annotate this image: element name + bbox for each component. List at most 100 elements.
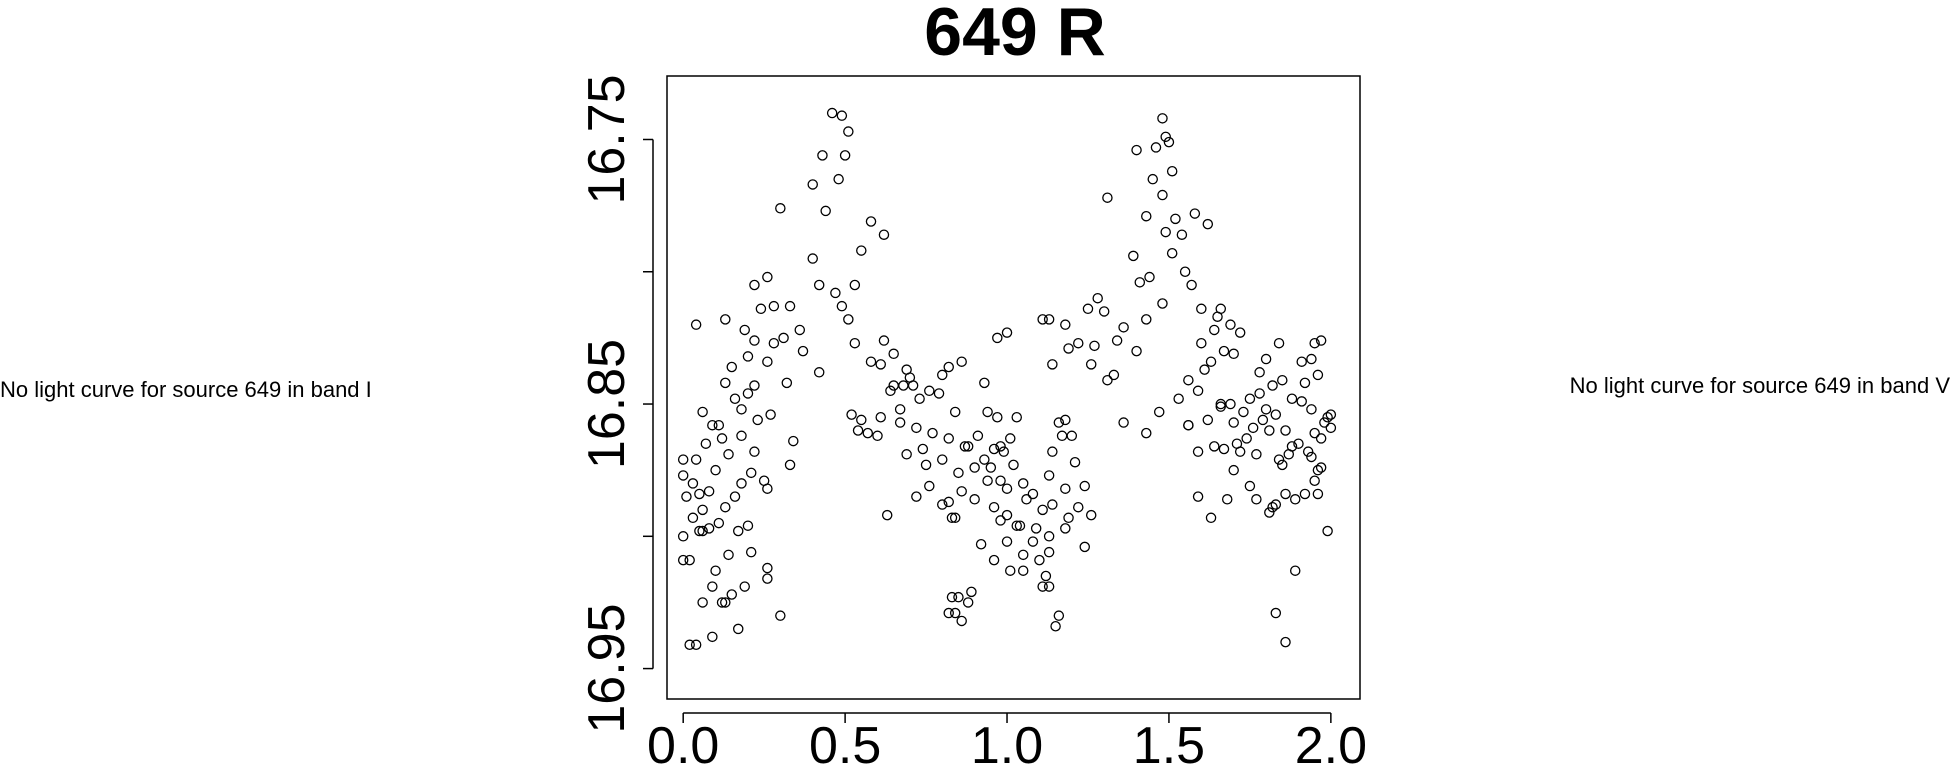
data-point	[1238, 406, 1249, 418]
data-point	[700, 438, 712, 449]
data-point	[1056, 430, 1068, 442]
data-point	[943, 607, 954, 619]
data-point	[995, 441, 1006, 452]
data-point	[1312, 488, 1324, 500]
data-point	[1005, 565, 1016, 576]
data-point	[1260, 404, 1272, 415]
data-point	[1251, 494, 1262, 505]
data-point	[1060, 414, 1071, 426]
data-point	[784, 300, 796, 312]
data-point	[788, 435, 799, 447]
data-point	[949, 512, 961, 524]
data-point	[1306, 451, 1317, 463]
data-point	[762, 562, 773, 574]
data-point	[1034, 554, 1045, 566]
data-point	[878, 229, 890, 240]
data-point	[797, 345, 809, 357]
data-point	[742, 520, 754, 531]
data-point	[988, 554, 1000, 566]
data-point	[732, 525, 744, 537]
data-point	[1319, 417, 1330, 428]
data-point	[872, 430, 883, 442]
data-point	[1205, 356, 1217, 367]
data-point	[1043, 546, 1055, 558]
data-point	[1277, 459, 1288, 471]
data-point	[946, 512, 958, 524]
data-point	[762, 271, 773, 283]
data-point	[920, 459, 932, 471]
data-point	[865, 356, 877, 367]
data-point	[820, 205, 831, 217]
data-point	[1021, 494, 1032, 505]
data-point	[1179, 266, 1191, 278]
data-point	[856, 245, 867, 256]
data-point	[1299, 488, 1311, 500]
data-point	[755, 303, 767, 315]
data-point	[726, 361, 738, 373]
data-point	[1315, 335, 1327, 346]
data-point	[1228, 417, 1239, 428]
data-point	[959, 441, 971, 452]
data-point	[745, 546, 757, 558]
data-point	[982, 406, 993, 418]
data-point	[1102, 374, 1113, 386]
data-point	[1280, 636, 1291, 648]
data-point	[1234, 327, 1246, 338]
data-point	[1141, 210, 1152, 222]
data-point	[1192, 491, 1204, 502]
data-point	[982, 475, 993, 487]
data-point	[1111, 335, 1123, 346]
data-point	[1209, 324, 1220, 336]
data-point	[1225, 398, 1236, 410]
data-point	[1205, 512, 1217, 524]
data-point	[985, 462, 997, 473]
data-point	[1108, 369, 1120, 381]
data-point	[962, 597, 974, 608]
data-point	[768, 337, 780, 349]
data-point	[684, 639, 695, 651]
data-point	[1228, 348, 1239, 360]
data-point	[677, 454, 689, 465]
data-point	[1027, 536, 1039, 547]
data-point	[1131, 144, 1142, 156]
data-point	[1098, 306, 1110, 317]
data-point	[694, 525, 705, 537]
data-point	[762, 356, 773, 367]
data-point	[1147, 173, 1158, 185]
data-point	[690, 319, 702, 330]
data-point	[720, 501, 731, 513]
data-point	[1043, 314, 1055, 325]
data-point	[1270, 499, 1282, 510]
data-point	[1289, 494, 1301, 505]
data-point	[1017, 549, 1029, 561]
data-point	[1008, 459, 1019, 471]
data-point	[1202, 218, 1214, 230]
data-point	[1053, 610, 1065, 621]
data-point	[1241, 433, 1252, 444]
data-point	[1060, 483, 1071, 494]
data-point	[1218, 345, 1230, 357]
data-point	[998, 446, 1010, 457]
data-point	[972, 430, 984, 442]
data-point	[1134, 277, 1146, 288]
data-point	[1160, 131, 1171, 143]
data-point	[1053, 417, 1065, 428]
data-point	[1037, 581, 1048, 592]
data-point	[677, 470, 689, 481]
x-tick-label: 2.0	[1295, 717, 1367, 764]
data-point	[684, 554, 695, 566]
data-point	[726, 589, 738, 600]
data-point	[1186, 279, 1197, 291]
chart-title: 649 R	[924, 0, 1105, 70]
data-point	[969, 494, 980, 505]
data-point	[713, 419, 725, 431]
data-point	[911, 491, 922, 502]
data-point	[775, 610, 786, 621]
data-point	[1001, 327, 1013, 338]
x-tick-label: 0.5	[809, 717, 881, 764]
data-point	[1144, 271, 1155, 283]
data-point	[749, 446, 760, 457]
data-point	[1170, 213, 1181, 225]
data-point	[1043, 531, 1055, 542]
data-point	[933, 388, 945, 399]
